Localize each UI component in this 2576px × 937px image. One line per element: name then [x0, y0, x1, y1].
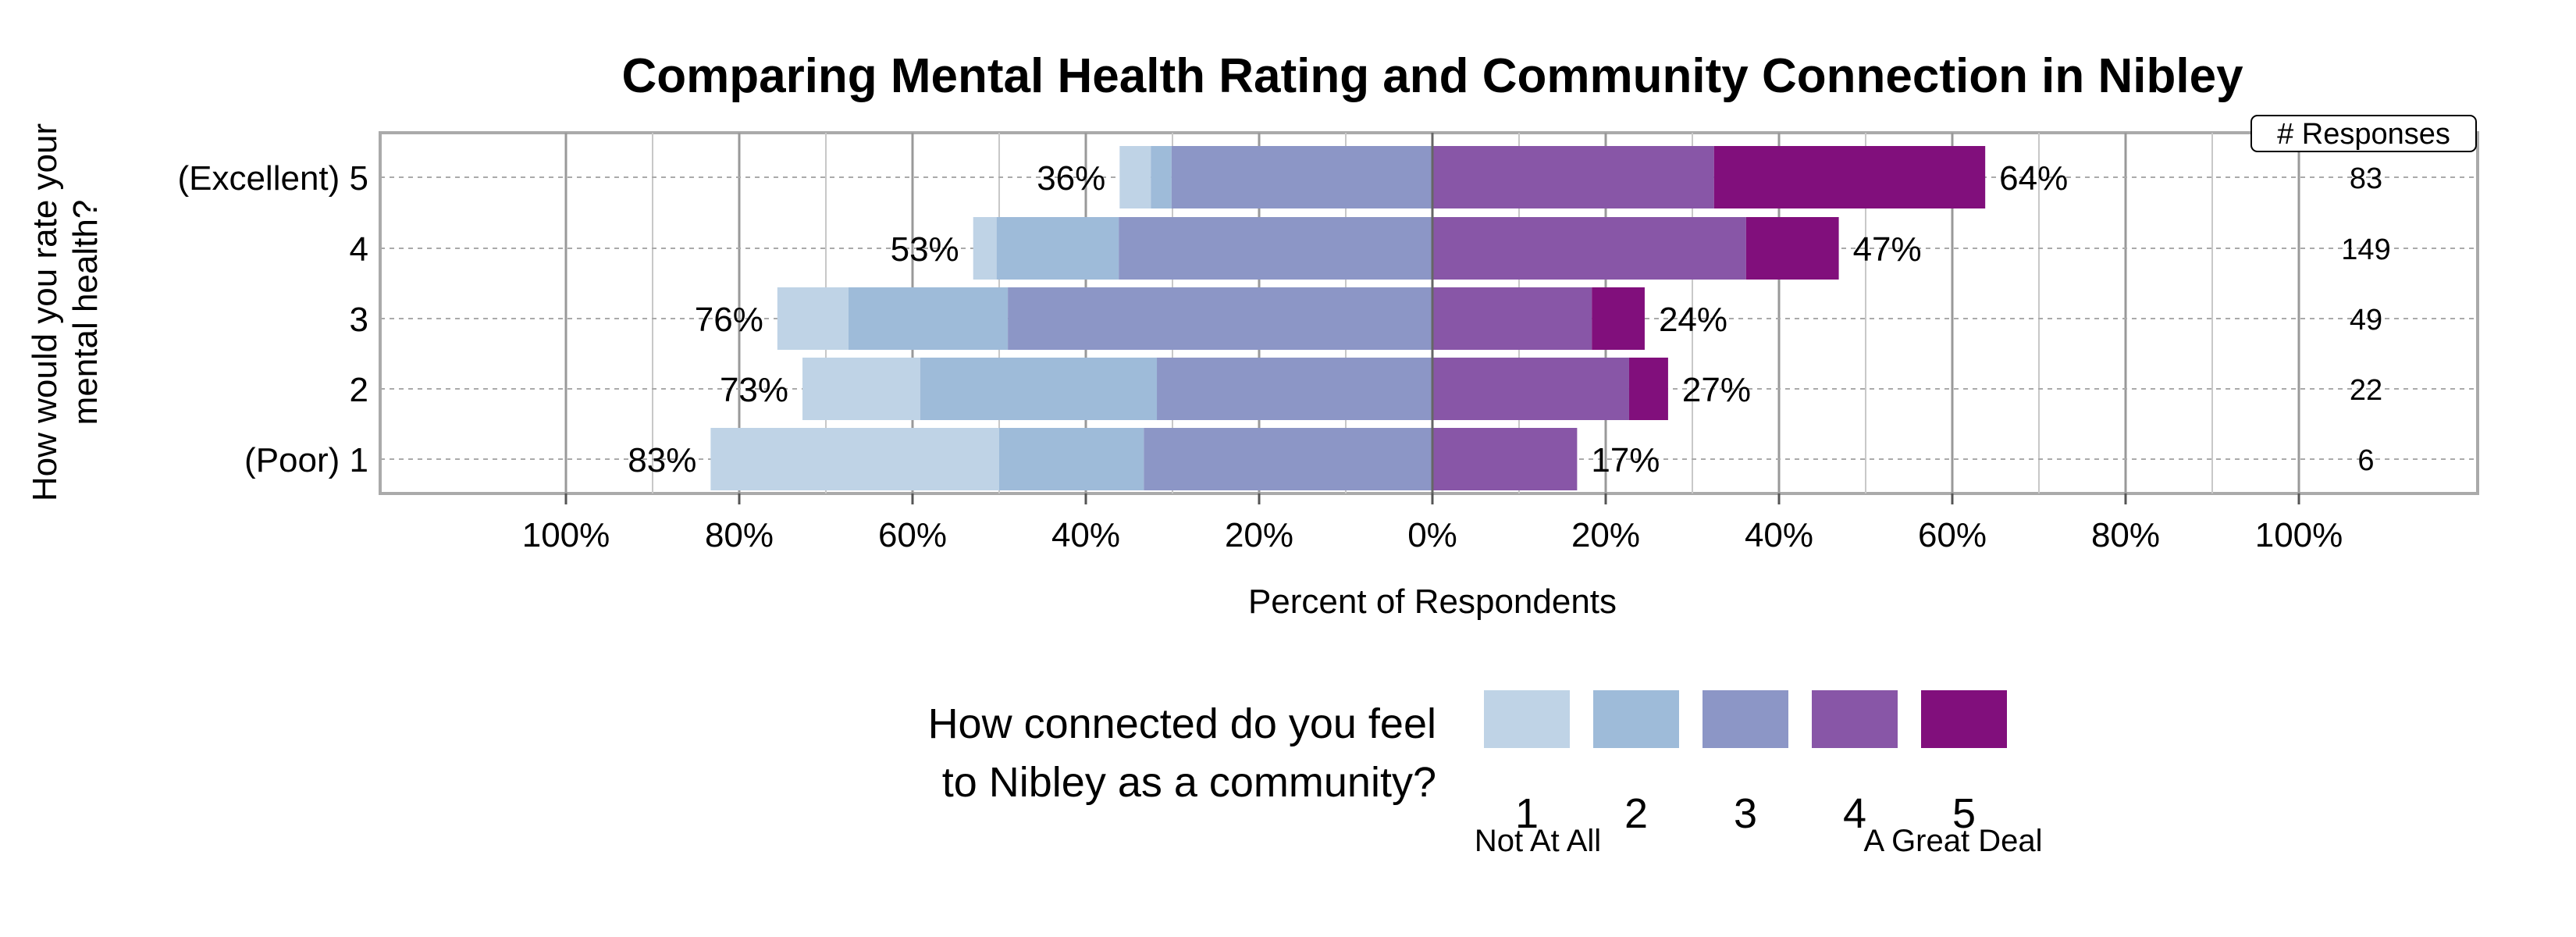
legend-swatch	[1921, 690, 2007, 748]
bar-segment	[1628, 358, 1668, 420]
bar-segment	[1432, 428, 1578, 490]
left-total-label: 83%	[628, 441, 696, 479]
bar-segment	[1432, 217, 1746, 280]
left-total-label: 76%	[695, 301, 763, 339]
response-count: 149	[2341, 233, 2390, 266]
bar-segment	[1745, 217, 1839, 280]
legend-swatch	[1812, 690, 1898, 748]
left-total-label: 73%	[720, 371, 788, 409]
bar-segment	[999, 428, 1144, 490]
bar-segment	[973, 217, 997, 280]
left-total-label: 36%	[1037, 159, 1105, 198]
category-label: (Excellent) 5	[177, 159, 368, 198]
x-tick-label: 80%	[705, 516, 774, 554]
bar-segment	[1432, 358, 1629, 420]
right-total-label: 47%	[1853, 230, 1922, 269]
legend-high-label: A Great Deal	[1863, 824, 2042, 858]
x-tick-label: 80%	[2091, 516, 2160, 554]
bar-segment	[1151, 146, 1172, 208]
right-total-label: 27%	[1682, 371, 1751, 409]
category-label: (Poor) 1	[244, 441, 368, 479]
bar-segment	[802, 358, 920, 420]
x-tick-label: 40%	[1745, 516, 1813, 554]
category-label: 3	[350, 301, 368, 339]
left-total-label: 53%	[891, 230, 959, 269]
right-total-label: 24%	[1659, 301, 1727, 339]
legend-label: 4	[1843, 790, 1866, 837]
responses-header-box	[2250, 115, 2477, 152]
legend: How connected do you feel to Nibley as a…	[928, 690, 2043, 858]
x-tick-label: 100%	[522, 516, 610, 554]
category-label: 4	[350, 230, 368, 269]
x-tick-label: 20%	[1571, 516, 1640, 554]
legend-label: 2	[1624, 790, 1648, 837]
x-axis-label: Percent of Respondents	[1248, 583, 1617, 621]
response-count: 6	[2357, 444, 2374, 477]
bar-segment	[1432, 146, 1714, 208]
response-count: 22	[2350, 374, 2382, 407]
bar-segment	[1592, 287, 1645, 350]
legend-low-label: Not At All	[1475, 824, 1601, 858]
legend-swatch	[1484, 690, 1570, 748]
chart-title: Comparing Mental Health Rating and Commu…	[621, 49, 2243, 103]
bar-segment	[920, 358, 1158, 420]
bar-segment	[1119, 146, 1151, 208]
bar-segment	[1144, 428, 1432, 490]
legend-title-line1: How connected do you feel	[928, 700, 1436, 747]
bar-segment	[996, 217, 1119, 280]
y-axis-label-line2: mental health?	[66, 200, 105, 426]
plot-area: 36% 64% (Excellent) 5 83 53% 47% 4 149 76% 24% 3 49…	[177, 115, 2479, 554]
bar-segment	[1119, 217, 1432, 280]
right-total-label: 64%	[1999, 159, 2068, 198]
bar-segment	[1171, 146, 1432, 208]
legend-swatch	[1593, 690, 1679, 748]
legend-label: 3	[1734, 790, 1757, 837]
x-tick-label: 60%	[878, 516, 947, 554]
responses-header: # Responses	[2277, 118, 2450, 151]
legend-swatch	[1703, 690, 1788, 748]
x-tick-label: 20%	[1225, 516, 1293, 554]
legend-label: 1	[1515, 790, 1539, 837]
response-count: 83	[2350, 162, 2382, 195]
legend-label: 5	[1952, 790, 1976, 837]
bar-segment	[1008, 287, 1432, 350]
legend-title-line2: to Nibley as a community?	[942, 759, 1436, 806]
bar-segment	[1157, 358, 1432, 420]
bar-segment	[710, 428, 999, 490]
response-count: 49	[2350, 304, 2382, 337]
x-tick-label: 0%	[1407, 516, 1457, 554]
x-tick-label: 100%	[2255, 516, 2343, 554]
bar-segment	[848, 287, 1009, 350]
bar-segment	[777, 287, 849, 350]
x-tick-label: 40%	[1051, 516, 1120, 554]
category-label: 2	[350, 371, 368, 409]
right-total-label: 17%	[1591, 441, 1660, 479]
bar-segment	[1432, 287, 1592, 350]
x-tick-label: 60%	[1918, 516, 1987, 554]
y-axis-label-line1: How would you rate your	[26, 123, 64, 501]
bar-segment	[1713, 146, 1986, 208]
